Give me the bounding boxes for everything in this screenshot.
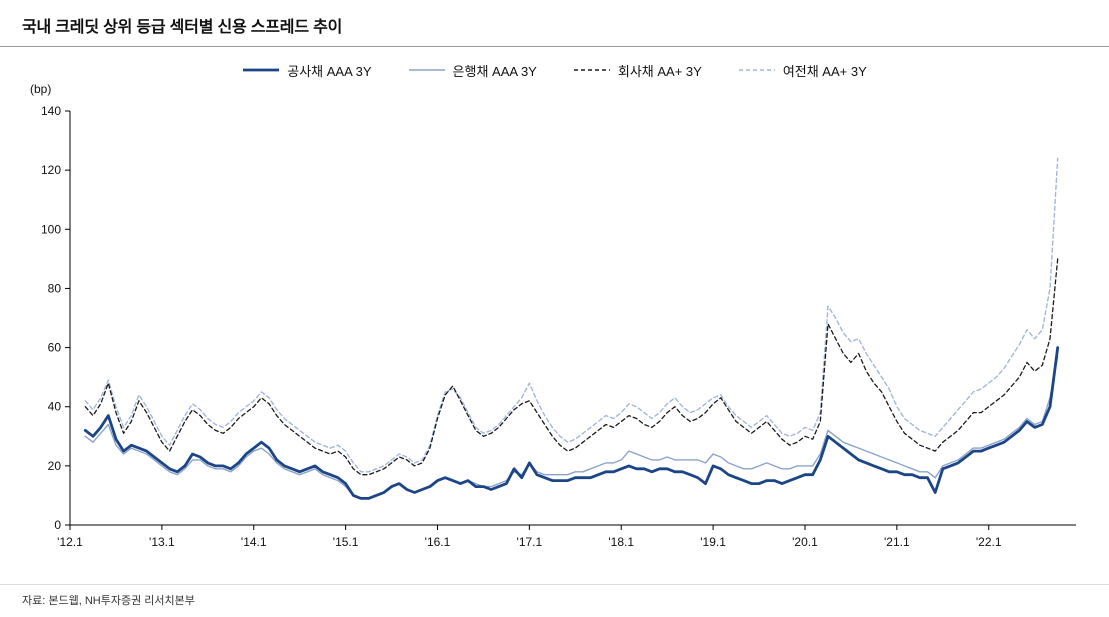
y-tick-label: 40 (48, 400, 62, 414)
chart-area: 0 20 40 60 80 100 120 140 '12.1 '13.1 '14.1 '15.1 '1… (18, 97, 1109, 570)
legend-label: 공사채 AAA 3Y (287, 63, 372, 79)
series-line-2 (84, 258, 1059, 476)
x-tick-label: '20.1 (792, 535, 818, 549)
chart-legend: 공사채 AAA 3Y 은행채 AAA 3Y 회사채 AA+ 3Y 여전채 AA+ 3Y (0, 60, 1109, 80)
y-tick-label: 60 (48, 341, 62, 355)
y-tick-label: 80 (48, 281, 62, 295)
legend-label: 회사채 AA+ 3Y (617, 63, 702, 79)
x-tick-label: '12.1 (57, 535, 83, 549)
legend-item-0: 공사채 AAA 3Y (242, 61, 372, 80)
chart-header: 국내 크레딧 상위 등급 섹터별 신용 스프레드 추이 (0, 0, 1109, 47)
x-tick-label: '19.1 (700, 535, 726, 549)
y-tick-label: 100 (41, 222, 61, 236)
series-line-3 (84, 157, 1059, 473)
legend-item-1: 은행채 AAA 3Y (408, 61, 537, 80)
x-tick-label: '17.1 (517, 535, 543, 549)
chart-svg: 0 20 40 60 80 100 120 140 '12.1 '13.1 '14.1 '15.1 '1… (41, 104, 1076, 549)
y-tick-label: 120 (41, 163, 61, 177)
x-tick-label: '15.1 (333, 535, 359, 549)
x-tick-label: '13.1 (149, 535, 175, 549)
y-tick-label: 140 (41, 104, 61, 118)
legend-swatch (738, 69, 775, 71)
legend-item-2: 회사채 AA+ 3Y (573, 61, 702, 80)
x-tick-label: '21.1 (884, 535, 910, 549)
page-title: 국내 크레딧 상위 등급 섹터별 신용 스프레드 추이 (22, 19, 343, 36)
legend-swatch (573, 69, 610, 71)
series-line-1 (84, 355, 1059, 500)
x-tick-label: '14.1 (241, 535, 267, 549)
legend-swatch (243, 68, 280, 72)
legend-item-3: 여전채 AA+ 3Y (738, 61, 867, 80)
x-tick-label: '22.1 (976, 535, 1002, 549)
legend-label: 여전채 AA+ 3Y (782, 63, 867, 79)
x-tick-label: '18.1 (608, 535, 634, 549)
series-line-0 (83, 346, 1060, 500)
legend-label: 은행채 AAA 3Y (452, 63, 537, 79)
y-tick-label: 20 (48, 459, 62, 473)
y-axis-unit-label: (bp) (30, 82, 52, 96)
source-note: 자료: 본드웹, NH투자증권 리서치본부 (0, 584, 1109, 617)
legend-swatch (408, 69, 445, 71)
y-tick-label: 0 (54, 518, 61, 532)
x-tick-label: '16.1 (425, 535, 451, 549)
